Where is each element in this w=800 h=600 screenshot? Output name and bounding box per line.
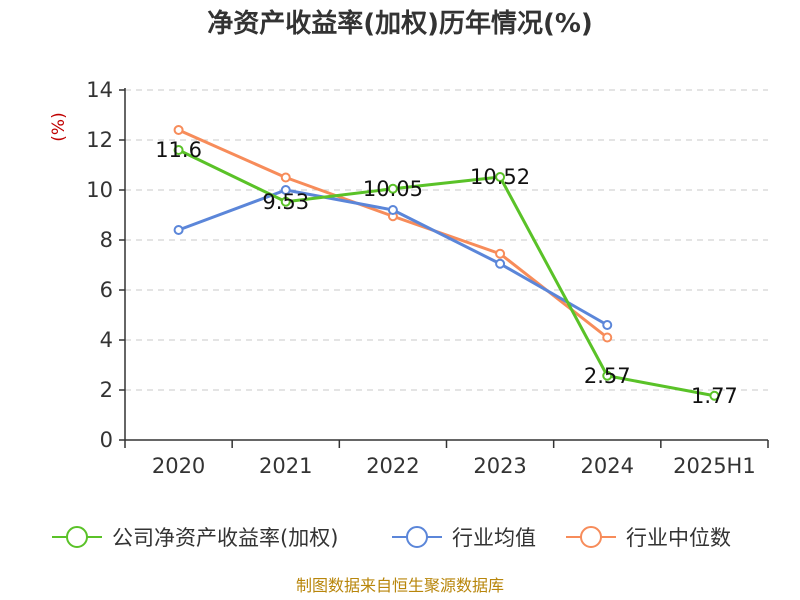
series-group bbox=[173, 125, 720, 401]
series-0-point-2023 bbox=[495, 172, 506, 182]
source-note: 制图数据来自恒生聚源数据库 bbox=[296, 576, 504, 595]
y-tick-label-8: 8 bbox=[100, 228, 113, 252]
legend-label-1: 行业均值 bbox=[452, 526, 536, 550]
series-0-point-2022 bbox=[387, 183, 398, 194]
legend-item-2: 行业中位数 bbox=[566, 526, 731, 550]
x-tick-label-2021: 2021 bbox=[259, 454, 312, 478]
series-1-point-2024 bbox=[602, 320, 613, 330]
x-tick-label-2020: 2020 bbox=[152, 454, 205, 478]
series-1-point-2022 bbox=[387, 205, 398, 215]
x-tick-label-2023: 2023 bbox=[473, 454, 526, 478]
series-2-point-2020 bbox=[173, 125, 184, 135]
series-2-point-2024 bbox=[602, 332, 613, 343]
series-0-point-2024 bbox=[602, 370, 613, 381]
y-tick-label-0: 0 bbox=[100, 428, 113, 452]
y-tick-label-4: 4 bbox=[100, 328, 113, 352]
x-tick-label-2024: 2024 bbox=[581, 454, 634, 478]
legend-label-2: 行业中位数 bbox=[626, 526, 731, 550]
series-0-point-2020 bbox=[173, 145, 184, 155]
data-label-2020: 11.6 bbox=[155, 138, 202, 162]
legend: 公司净资产收益率(加权) 行业均值 行业中位数 bbox=[52, 526, 731, 550]
series-1-point-2020 bbox=[173, 225, 184, 235]
y-axis-label: (%) bbox=[49, 112, 69, 141]
y-tick-label-6: 6 bbox=[100, 278, 113, 302]
series-0-point-2025H1 bbox=[709, 390, 720, 401]
y-tick-label-14: 14 bbox=[86, 78, 113, 102]
x-tick-label-2025H1: 2025H1 bbox=[673, 454, 756, 478]
series-1-point-2021 bbox=[280, 185, 291, 195]
series-2-point-2023 bbox=[495, 248, 506, 259]
axes: 0 2 4 6 8 10 12 14 2020 2021 2022 2023 2024 2025H1 bbox=[86, 78, 769, 478]
chart-title: 净资产收益率(加权)历年情况(%) bbox=[207, 8, 593, 39]
data-label-2025H1: 1.77 bbox=[691, 384, 738, 408]
legend-marker-2 bbox=[580, 526, 602, 548]
y-tick-label-10: 10 bbox=[86, 178, 113, 202]
legend-marker-1 bbox=[406, 526, 428, 548]
legend-label-0: 公司净资产收益率(加权) bbox=[112, 526, 338, 550]
data-label-2024: 2.57 bbox=[584, 364, 631, 388]
series-line-2 bbox=[177, 128, 609, 339]
series-0-point-2021 bbox=[280, 196, 291, 207]
series-2-point-2021 bbox=[280, 172, 291, 183]
series-line-0 bbox=[177, 148, 715, 398]
data-labels: 11.6 9.53 10.05 10.52 2.57 1.77 bbox=[155, 138, 738, 408]
y-tick-label-12: 12 bbox=[86, 128, 113, 152]
data-label-2021: 9.53 bbox=[262, 190, 309, 214]
series-1-point-2023 bbox=[495, 258, 506, 269]
gridlines bbox=[125, 89, 768, 391]
legend-marker-0 bbox=[66, 526, 88, 548]
data-label-2022: 10.05 bbox=[363, 177, 423, 201]
data-label-2023: 10.52 bbox=[470, 165, 530, 189]
legend-item-1: 行业均值 bbox=[392, 526, 536, 550]
legend-item-0: 公司净资产收益率(加权) bbox=[52, 526, 338, 550]
y-tick-label-2: 2 bbox=[100, 378, 113, 402]
x-tick-label-2022: 2022 bbox=[366, 454, 419, 478]
